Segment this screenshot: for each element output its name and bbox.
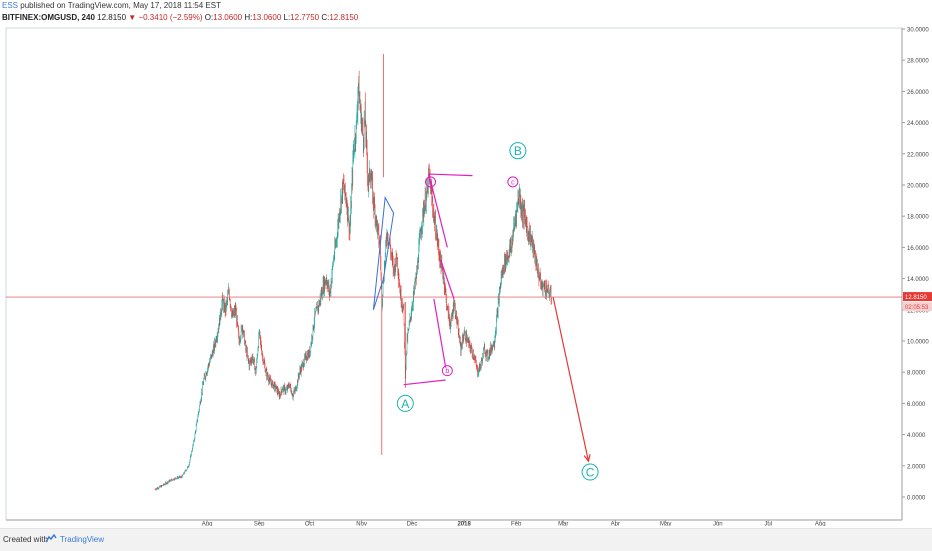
x-tick-label: Aug: [202, 522, 213, 527]
x-tick-label: Oct: [305, 522, 315, 527]
low-value: 12.7750: [290, 13, 320, 22]
plot-frame: [5, 27, 903, 521]
close-value: 12.8150: [329, 13, 359, 22]
x-tick-label: Feb: [511, 522, 522, 527]
wave-b-diagonal: [433, 298, 447, 368]
x-tick-label: Dec: [407, 522, 418, 527]
x-tick-label: Nov: [356, 522, 367, 527]
x-tick-label: Apr: [611, 522, 620, 527]
x-tick-label: 2018: [457, 522, 471, 527]
wave-label-b: b: [445, 368, 449, 375]
x-tick-label: Aug: [815, 522, 826, 527]
publish-line: ESS published on TradingView.com, May 17…: [2, 1, 221, 10]
x-tick-label: May: [660, 522, 671, 527]
high-value: 13.0600: [252, 13, 282, 22]
tradingview-logo-icon: [45, 534, 57, 543]
wave-label-c: c: [511, 179, 515, 186]
y-tick-label: 26.0000: [907, 90, 929, 96]
y-tick-label: 20.0000: [907, 184, 929, 190]
wave-label-a: a: [429, 179, 433, 186]
y-tick-label: 14.0000: [907, 277, 929, 283]
wave-label-C: C: [586, 466, 595, 480]
y-tick-label: 30.0000: [907, 28, 929, 34]
author-link[interactable]: ESS: [2, 1, 19, 10]
y-tick-label: 16.0000: [907, 246, 929, 252]
ohlc-line: BITFINEX:OMGUSD, 240 12.8150 ▼ −0.3410 (…: [2, 13, 358, 22]
y-tick-label: 4.0000: [907, 433, 926, 439]
current-price-label: 12.8150: [905, 295, 927, 301]
wave-label-circle: [509, 142, 527, 160]
countdown-label: 02:05:53: [905, 305, 929, 311]
y-tick-label: 22.0000: [907, 152, 929, 158]
chart-header: ESS published on TradingView.com, May 17…: [0, 0, 932, 26]
high-label: H:: [244, 13, 253, 22]
y-tick-label: 24.0000: [907, 121, 929, 127]
y-tick-label: 10.0000: [907, 340, 929, 346]
current-price-tag: [903, 292, 932, 302]
price-change: −0.3410 (−2.59%): [138, 13, 203, 22]
close-label: C:: [321, 13, 330, 22]
wave-b-line: [428, 173, 473, 177]
y-tick-label: 12.0000: [907, 308, 929, 314]
last-price: 12.8150: [97, 13, 127, 22]
low-label: L:: [283, 13, 291, 22]
open-value: 13.0600: [213, 13, 243, 22]
wave-a-line: [403, 379, 446, 386]
x-tick-label: Sep: [254, 522, 265, 527]
candles-group: [154, 53, 552, 491]
wave-label-circle: [425, 176, 437, 188]
down-arrow-icon: ▼: [128, 13, 137, 22]
wave-label-circle: [441, 365, 453, 377]
footer-bar: Created with TradingView: [0, 528, 932, 551]
chart-area[interactable]: 30.0000 28.0000 26.0000 24.0000 22.0000 20.00…: [0, 26, 932, 526]
x-tick-label: Jun: [713, 522, 723, 527]
created-with-label: Created with: [3, 535, 48, 544]
countdown-tag: [903, 302, 932, 312]
y-tick-label: 6.0000: [907, 402, 926, 408]
y-tick-label: 0.0000: [907, 496, 926, 502]
wave-label-circle: [396, 394, 414, 412]
price-chart[interactable]: 30.0000 28.0000 26.0000 24.0000 22.0000 20.00…: [0, 26, 932, 526]
y-tick-label: 28.0000: [907, 59, 929, 65]
tradingview-brand-link[interactable]: TradingView: [60, 535, 105, 544]
y-tick-label: 8.0000: [907, 371, 926, 377]
wave-label-B: B: [514, 144, 522, 158]
symbol-label: BITFINEX:OMGUSD, 240: [2, 13, 95, 22]
y-tick-label: 2.0000: [907, 464, 926, 470]
wave-abc-line-2: [440, 259, 455, 300]
open-label: O:: [204, 13, 214, 22]
projection-arrowhead: [583, 454, 591, 463]
projection-arrow: [552, 297, 590, 462]
wave-label-circle: [581, 463, 599, 481]
wave-triangle: [372, 195, 395, 310]
publish-info: published on TradingView.com, May 17, 20…: [20, 1, 221, 10]
y-tick-label: 18.0000: [907, 215, 929, 221]
wave-label-A: A: [401, 397, 409, 411]
x-tick-label: Jul: [764, 522, 772, 527]
x-tick-label: Mar: [558, 522, 568, 527]
wave-label-circle: [507, 176, 519, 188]
